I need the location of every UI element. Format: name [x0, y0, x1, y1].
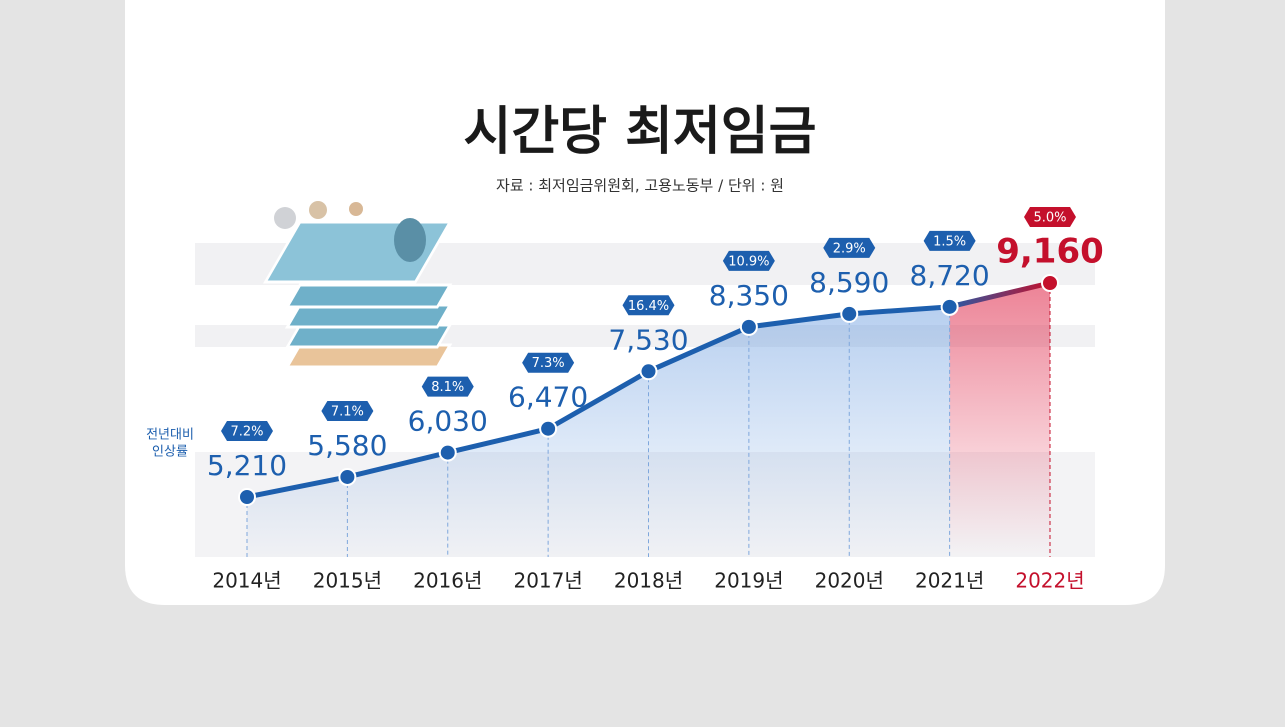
rate-label: 인상률	[152, 445, 188, 460]
rate-badge	[522, 352, 575, 373]
rate-label: 7.3%	[532, 356, 565, 371]
rate-label: 전년대비	[146, 428, 194, 443]
x-tick-label: 2017년	[513, 569, 582, 593]
rate-badge	[622, 295, 675, 316]
value-label: 8,590	[809, 266, 889, 299]
value-label: 6,470	[508, 381, 588, 414]
value-label: 8,720	[910, 259, 990, 292]
x-tick-label: 2018년	[614, 569, 683, 593]
x-tick-label: 2021년	[915, 569, 984, 593]
rate-label: 10.9%	[728, 254, 769, 269]
x-tick-label: 2022년	[1015, 569, 1084, 593]
rate-badge	[923, 230, 976, 251]
point	[539, 419, 558, 438]
point	[639, 362, 658, 381]
point	[940, 297, 959, 316]
point	[739, 317, 758, 336]
rate-badge	[823, 237, 876, 258]
rate-label: 8.1%	[431, 380, 464, 395]
value-label: 7,530	[608, 323, 688, 356]
highlight-area	[949, 283, 1050, 557]
chart-subtitle: 자료 : 최저임금위원회, 고용노동부 / 단위 : 원	[496, 177, 784, 195]
point	[438, 443, 457, 462]
value-label: 9,160	[996, 232, 1104, 272]
point	[338, 467, 357, 486]
rate-badge	[1024, 207, 1076, 227]
chart-title: 시간당 최저임금	[464, 102, 817, 162]
x-tick-label: 2019년	[714, 569, 783, 593]
value-label: 5,580	[307, 429, 387, 462]
rate-label: 7.2%	[230, 425, 263, 440]
x-tick-label: 2020년	[815, 569, 884, 593]
money-icon	[262, 201, 453, 369]
rate-label: 7.1%	[331, 404, 364, 419]
rate-label: 5.0%	[1033, 211, 1066, 226]
value-label: 8,350	[709, 279, 789, 312]
rate-badge	[421, 376, 474, 397]
x-tick-label: 2016년	[413, 569, 482, 593]
x-tick-label: 2015년	[313, 569, 382, 593]
rate-label: 2.9%	[833, 241, 866, 256]
rate-badge	[321, 400, 374, 421]
value-label: 5,210	[207, 449, 287, 482]
point	[1041, 274, 1059, 292]
point	[840, 304, 859, 323]
area	[247, 306, 950, 557]
x-tick-label: 2014년	[212, 569, 281, 593]
rate-badge	[221, 421, 273, 441]
rate-label: 1.5%	[933, 234, 966, 249]
point	[238, 488, 256, 506]
value-label: 6,030	[408, 405, 488, 438]
rate-label: 16.4%	[628, 299, 669, 314]
rate-badge	[722, 250, 775, 271]
